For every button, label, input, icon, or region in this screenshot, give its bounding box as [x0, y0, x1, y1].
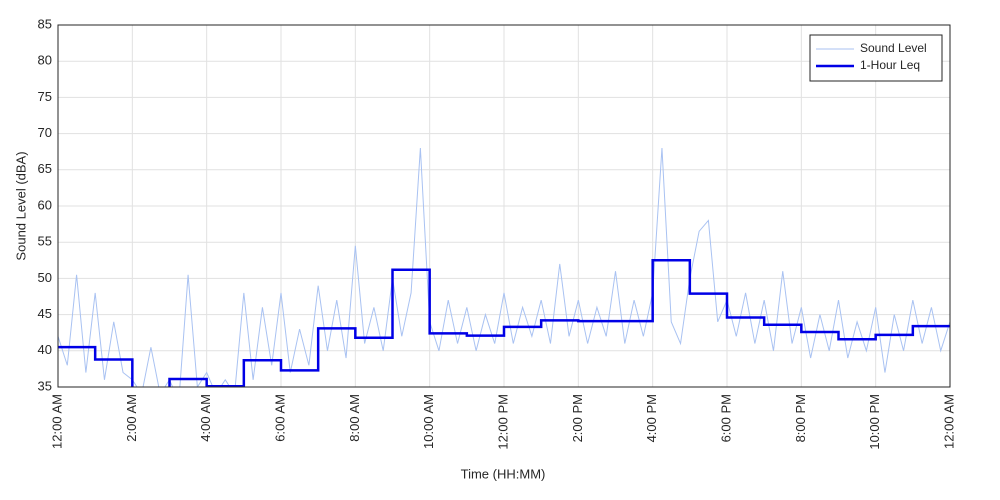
y-tick-label: 35	[38, 378, 52, 393]
y-tick-label: 45	[38, 306, 52, 321]
y-tick-label: 65	[38, 161, 52, 176]
x-axis-label: Time (HH:MM)	[461, 466, 546, 481]
legend-box	[809, 34, 943, 82]
x-tick-label: 6:00 AM	[272, 394, 287, 442]
x-tick-label: 4:00 AM	[198, 394, 213, 442]
y-tick-label: 70	[38, 125, 52, 140]
y-tick-label: 40	[38, 342, 52, 357]
x-tick-label: 12:00 PM	[495, 394, 510, 450]
plot-area	[58, 148, 950, 387]
legend-label: 1-Hour Leq	[860, 58, 920, 72]
y-tick-label: 55	[38, 234, 52, 249]
series-line	[58, 148, 950, 387]
plot-frame	[57, 24, 951, 388]
y-axis-label: Sound Level (dBA)	[13, 151, 28, 260]
x-tick-label: 6:00 PM	[718, 394, 733, 442]
y-tick-label: 60	[38, 197, 52, 212]
x-tick-label: 10:00 PM	[867, 394, 882, 450]
x-tick-label: 2:00 AM	[124, 394, 139, 442]
y-tick-label: 75	[38, 89, 52, 104]
x-tick-label: 10:00 AM	[421, 394, 436, 449]
series-line	[58, 259, 950, 387]
x-tick-label: 12:00 AM	[49, 394, 64, 449]
x-tick-label: 2:00 PM	[570, 394, 585, 442]
x-tick-label: 8:00 AM	[347, 394, 362, 442]
x-tick-label: 12:00 AM	[941, 394, 956, 449]
x-tick-label: 4:00 PM	[644, 394, 659, 442]
y-tick-label: 85	[38, 16, 52, 31]
legend-label: Sound Level	[860, 41, 927, 55]
y-tick-label: 50	[38, 270, 52, 285]
x-tick-label: 8:00 PM	[793, 394, 808, 442]
y-tick-label: 80	[38, 53, 52, 68]
